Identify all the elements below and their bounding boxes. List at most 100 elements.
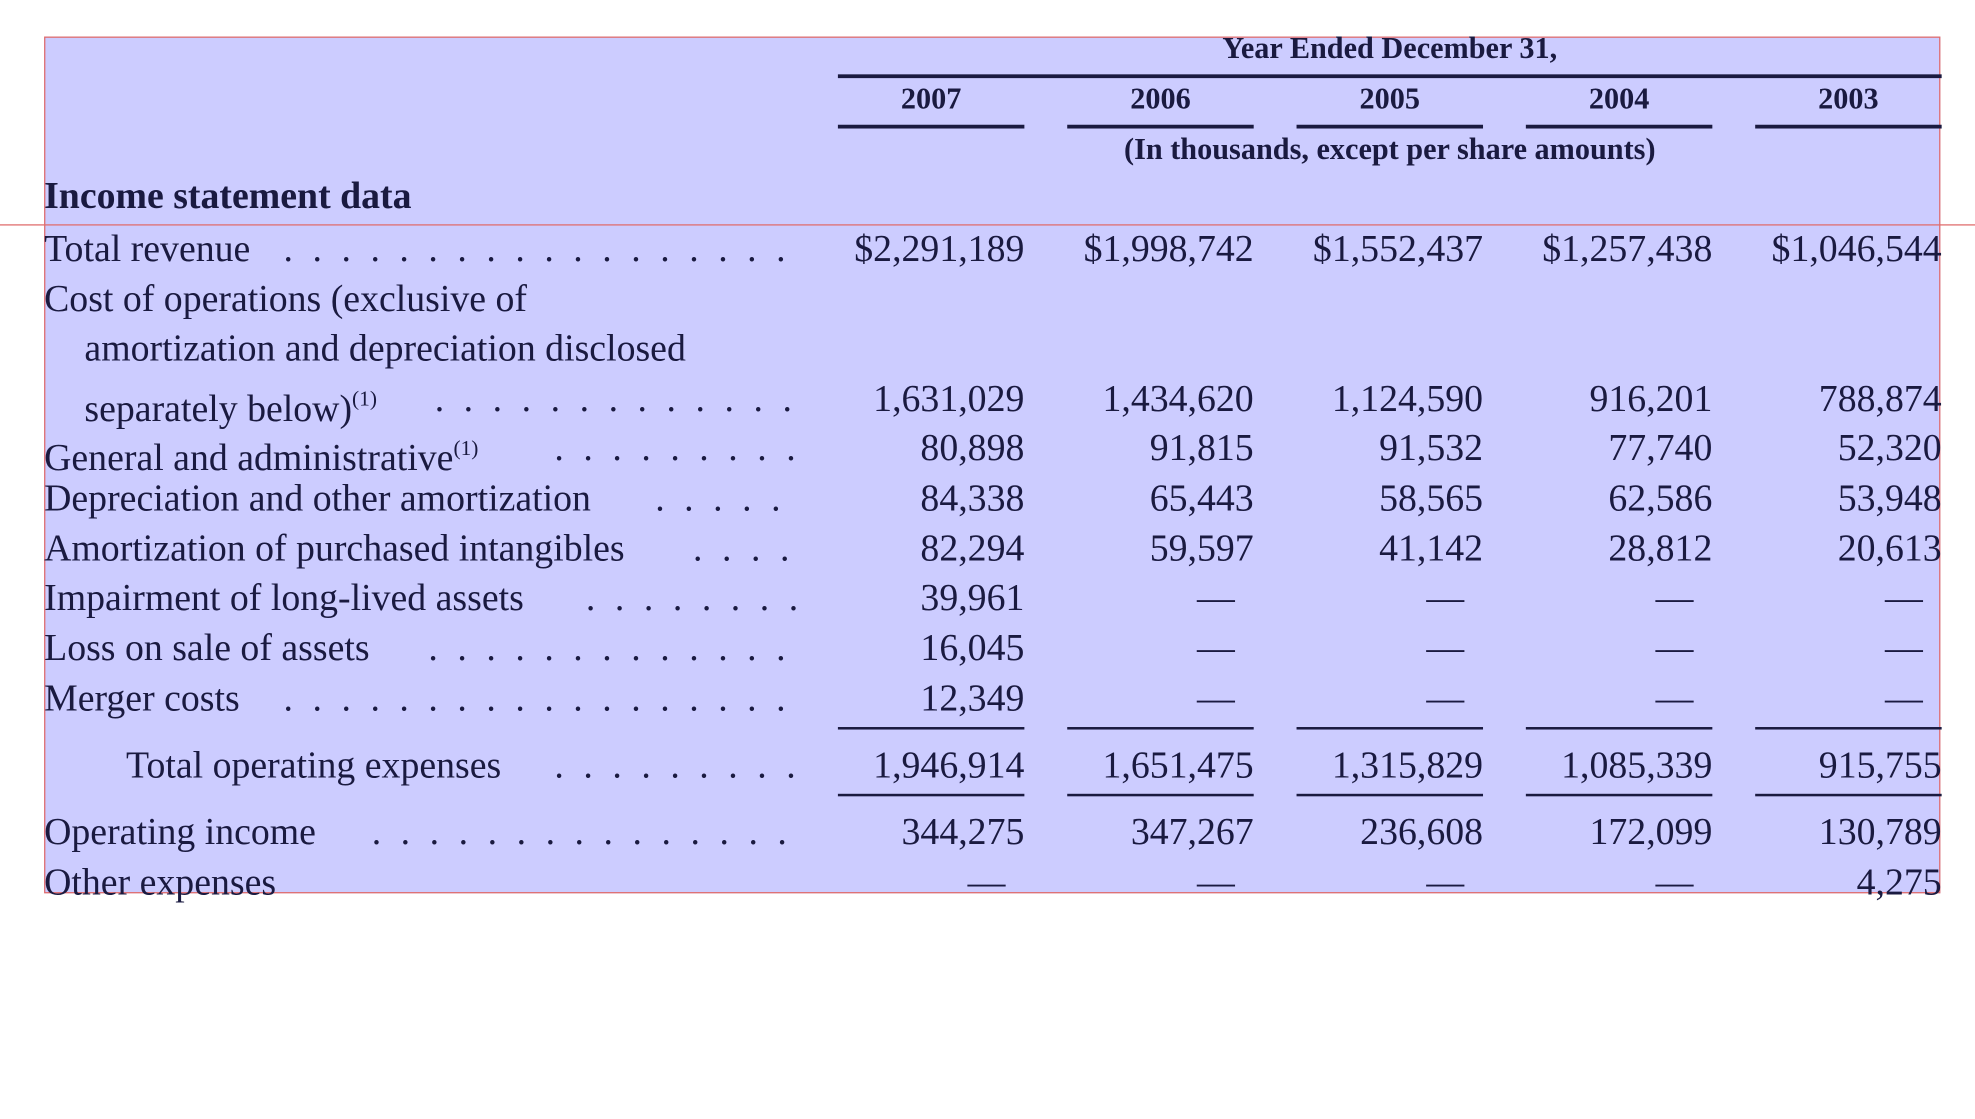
cell-2004: —	[1655, 577, 1694, 619]
cell-2004: —	[1655, 677, 1694, 720]
cell-2005: 41,142	[1379, 527, 1484, 570]
cell-2004: 62,586	[1608, 477, 1713, 520]
row-label: Other expenses	[44, 861, 277, 904]
subtotal-rule	[1755, 727, 1942, 730]
cell-2006: —	[1197, 861, 1235, 904]
cell-2007: 1,946,914	[873, 744, 1025, 787]
cell-2005: 236,608	[1360, 811, 1484, 854]
subtotal-rule	[1525, 727, 1713, 730]
cell-2005: 1,124,590	[1331, 378, 1484, 420]
column-group-header: Year Ended December 31,	[1222, 32, 1558, 66]
cell-2003: 4,275	[1856, 861, 1942, 904]
table-row: Total operating expenses . . . . . . . .…	[0, 741, 1975, 791]
dot-leader: . . . . . . . . . . . . . . . . . . . . …	[371, 811, 800, 854]
cell-2006: 65,443	[1149, 477, 1254, 520]
cell-2003: 788,874	[1818, 378, 1942, 420]
row-label: Total operating expenses	[126, 744, 502, 787]
cell-2006: 1,434,620	[1102, 378, 1254, 420]
row-label: Amortization of purchased intangibles	[44, 527, 625, 570]
row-label: Depreciation and other amortization	[44, 477, 591, 520]
section-title: Income statement data	[44, 175, 412, 217]
cell-2004: $1,257,438	[1542, 228, 1713, 270]
guide-line	[0, 224, 1975, 226]
cell-2004: 28,812	[1608, 527, 1713, 570]
total-rule	[1067, 793, 1254, 797]
dot-leader: . . . . . . . . . . . . . . . . . . . . …	[283, 677, 801, 720]
cell-2003: 130,789	[1818, 811, 1942, 854]
year-header-2003: 2003	[1818, 83, 1879, 116]
cell-2003: —	[1884, 677, 1923, 720]
row-label: Merger costs	[44, 677, 240, 720]
dot-leader: . . . . . . .	[655, 477, 800, 520]
cell-2003: 915,755	[1818, 744, 1942, 787]
year-rule	[1067, 124, 1254, 129]
cell-2006: —	[1197, 577, 1235, 619]
cell-2004: —	[1655, 861, 1694, 904]
year-header-2007: 2007	[900, 83, 962, 116]
cell-2006: —	[1197, 677, 1235, 720]
year-rule	[1296, 124, 1484, 129]
units-note: (In thousands, except per share amounts)	[1124, 133, 1656, 167]
year-rule	[1525, 124, 1713, 129]
table-row: Cost of operations (exclusive of	[0, 275, 1975, 325]
row-label: amortization and depreciation disclosed	[84, 327, 686, 370]
cell-2003: 52,320	[1837, 427, 1942, 469]
year-header-2006: 2006	[1130, 83, 1191, 116]
year-rule	[1755, 124, 1942, 129]
year-rule	[837, 124, 1025, 129]
cell-2005: —	[1426, 677, 1465, 720]
cell-2003: $1,046,544	[1771, 228, 1942, 270]
table-row: Merger costs . . . . . . . . . . . . . .…	[0, 674, 1975, 724]
subtotal-rule	[1067, 727, 1254, 730]
cell-2007: 16,045	[920, 627, 1025, 670]
cell-2006: 59,597	[1149, 527, 1254, 570]
row-label: Operating income	[44, 811, 316, 854]
cell-2006: 347,267	[1130, 811, 1254, 854]
cell-2003: 20,613	[1837, 527, 1942, 570]
cell-2004: 172,099	[1589, 811, 1713, 854]
row-label: General and administrative(1)	[44, 435, 479, 479]
year-header-2004: 2004	[1588, 83, 1650, 116]
cell-2006: 91,815	[1149, 427, 1254, 469]
cell-2003: —	[1884, 627, 1923, 670]
dot-leader: . . . . . . . . . . . . . . . . . .	[428, 627, 800, 670]
selection-highlight	[44, 36, 1941, 894]
cell-2003: 53,948	[1837, 477, 1942, 520]
cell-2005: 91,532	[1379, 427, 1484, 469]
dot-leader: . . . . . . . . . . . . . . . . . . . . …	[283, 228, 801, 270]
cell-2006: 1,651,475	[1102, 744, 1254, 787]
cell-2004: 916,201	[1589, 378, 1713, 420]
table-row: Loss on sale of assets . . . . . . . . .…	[0, 624, 1975, 674]
cell-2007: 84,338	[920, 477, 1025, 520]
dot-leader: . . . . . . . . . . . .	[554, 744, 801, 787]
cell-2005: —	[1426, 627, 1465, 670]
total-rule	[1525, 793, 1713, 797]
cell-2006: $1,998,742	[1083, 228, 1254, 270]
row-label: Loss on sale of assets	[44, 627, 370, 670]
total-rule	[1296, 793, 1484, 797]
header-rule	[837, 74, 1942, 79]
cell-2007: 12,349	[920, 677, 1025, 720]
dot-leader: . . . . . . . . . . . . . . . . . . .	[434, 378, 800, 420]
table-row: Other expenses — — — — 4,275	[0, 858, 1975, 908]
cell-2004: —	[1655, 627, 1694, 670]
cell-2006: —	[1197, 627, 1235, 670]
total-rule	[837, 793, 1025, 797]
subtotal-rule	[1296, 727, 1484, 730]
cell-2005: —	[1426, 861, 1465, 904]
dot-leader: . . . . .	[693, 527, 800, 570]
footnote-marker: (1)	[453, 435, 479, 460]
cell-2003: —	[1884, 577, 1923, 619]
table-row: Impairment of long-lived assets . . . . …	[0, 573, 1975, 623]
table-row: Total revenue . . . . . . . . . . . . . …	[0, 224, 1975, 274]
dot-leader: . . . . . . . . . . . . .	[554, 427, 801, 469]
total-rule	[1755, 793, 1942, 797]
cell-2007: 39,961	[920, 577, 1025, 619]
cell-2007: 344,275	[901, 811, 1025, 854]
cell-2007: 1,631,029	[873, 378, 1025, 420]
cell-2005: 1,315,829	[1331, 744, 1484, 787]
cell-2005: —	[1426, 577, 1465, 619]
row-label: separately below)(1)	[84, 386, 378, 430]
row-label: Impairment of long-lived assets	[44, 577, 524, 619]
